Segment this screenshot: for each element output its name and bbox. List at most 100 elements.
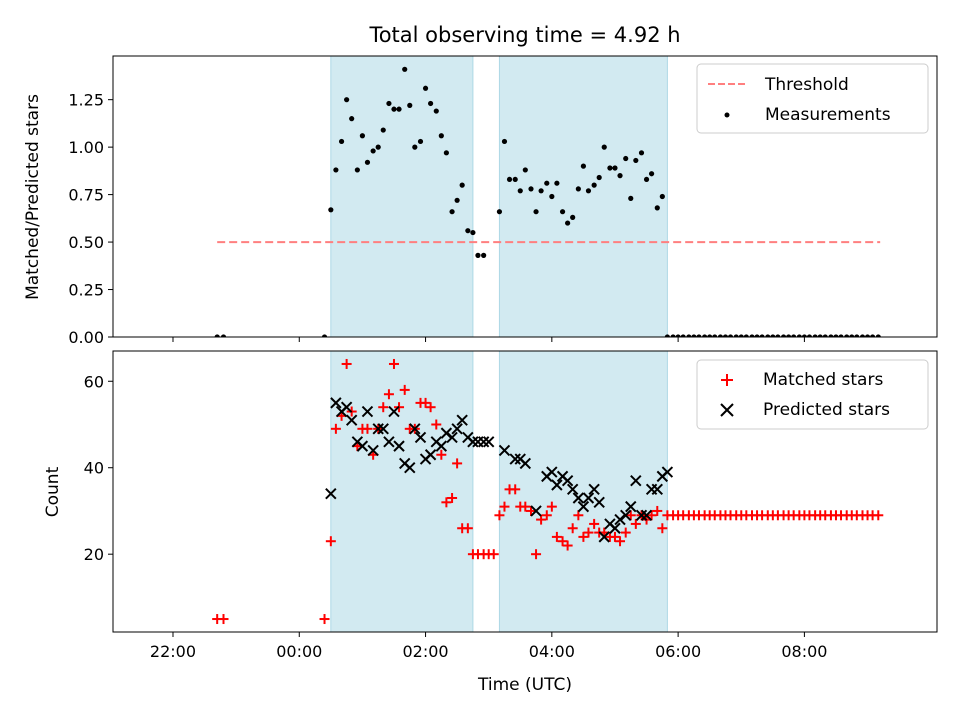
matched-star-point	[646, 510, 657, 521]
matched-star-point	[388, 358, 399, 369]
predicted-star-point	[661, 466, 674, 478]
measurement-point	[428, 100, 434, 107]
predicted-stars-series	[325, 397, 674, 543]
matched-star-point	[615, 536, 626, 547]
measurement-point	[214, 334, 220, 337]
measurement-point	[580, 163, 587, 169]
predicted-star-point	[577, 500, 590, 513]
matched-star-point	[873, 510, 884, 521]
y-tick-label: 1.00	[68, 138, 104, 157]
measurement-point	[443, 150, 449, 156]
measurement-point	[575, 186, 581, 192]
measurement-point	[380, 127, 386, 133]
predicted-star-stroke	[593, 496, 605, 509]
measurement-point	[765, 334, 771, 337]
predicted-star-point	[635, 509, 648, 521]
measurement-point	[528, 186, 534, 192]
predicted-star-stroke	[498, 444, 511, 457]
measurement-point	[375, 144, 381, 150]
predicted-star-point	[340, 401, 353, 413]
predicted-star-stroke	[388, 405, 400, 418]
predicted-star-stroke	[456, 414, 468, 426]
x-tick-label: 02:00	[402, 642, 448, 661]
predicted-star-stroke	[372, 423, 384, 435]
matched-star-point	[551, 531, 562, 542]
predicted-star-stroke	[446, 431, 458, 444]
predicted-star-stroke	[566, 483, 579, 496]
predicted-star-point	[435, 440, 448, 452]
matched-star-point	[425, 402, 436, 413]
predicted-star-stroke	[620, 509, 632, 521]
measurement-point	[727, 334, 734, 337]
predicted-star-point	[598, 531, 610, 543]
measurement-point	[338, 138, 345, 145]
measurement-point	[321, 334, 328, 337]
predicted-star-point	[609, 522, 621, 534]
predicted-star-point	[582, 492, 595, 504]
measurement-point	[454, 197, 460, 203]
measurement-point	[585, 188, 592, 194]
matched-star-point	[378, 402, 389, 413]
predicted-star-point	[330, 397, 342, 409]
matched-star-point	[436, 449, 447, 460]
x-tick-label: 00:00	[276, 642, 322, 661]
measurement-point	[333, 167, 339, 173]
measurement-point	[702, 334, 708, 337]
count-x-ticks: 22:00 00:00 02:00 04:00 06:00 08:00	[150, 632, 827, 661]
observing-intervals	[330, 55, 668, 338]
matched-star-point	[362, 423, 373, 434]
predicted-star-stroke	[414, 431, 427, 444]
predicted-star-stroke	[519, 457, 532, 470]
predicted-star-stroke	[572, 492, 585, 504]
predicted-star-stroke	[551, 479, 563, 491]
measurements-legend-marker	[724, 112, 730, 118]
predicted-star-point	[372, 423, 384, 435]
predicted-star-point	[630, 474, 642, 487]
predicted-star-stroke	[482, 436, 495, 448]
predicted-star-stroke	[477, 436, 490, 448]
matched-star-point	[589, 518, 600, 529]
predicted-star-point	[393, 440, 405, 452]
matched-star-point	[625, 510, 636, 521]
predicted-star-point	[519, 457, 532, 470]
observing-interval	[330, 55, 474, 338]
predicted-star-point	[572, 492, 585, 504]
predicted-star-stroke	[404, 462, 416, 474]
matched-star-point	[441, 497, 452, 508]
matched-star-point	[567, 523, 578, 534]
measurement-point	[617, 173, 623, 179]
count-y-axis-label: Count	[43, 466, 63, 517]
measurement-point	[686, 334, 692, 337]
measurement-point	[643, 176, 650, 183]
observing-intervals-bottom	[330, 350, 668, 633]
measurement-point	[596, 174, 602, 181]
measurement-point	[506, 176, 513, 183]
measurement-point	[501, 138, 508, 145]
measurement-point	[349, 116, 355, 122]
matched-star-point	[218, 614, 229, 625]
matched-star-point	[447, 492, 458, 503]
measurement-point	[864, 334, 871, 337]
measurement-point	[722, 334, 729, 337]
measurement-point	[859, 334, 866, 337]
x-tick-label: 22:00	[150, 642, 196, 661]
predicted-star-point	[367, 444, 379, 457]
measurement-point	[449, 209, 455, 215]
predicted-star-stroke	[640, 509, 653, 521]
matched-star-point	[630, 518, 641, 529]
measurement-point	[854, 334, 860, 337]
matched-star-point	[325, 536, 336, 547]
matched-star-point	[488, 549, 499, 560]
matched-star-point	[431, 419, 442, 430]
predicted-star-stroke	[546, 466, 558, 478]
measurement-point	[717, 334, 724, 337]
measurement-point	[754, 334, 760, 337]
predicted-star-stroke	[451, 423, 463, 435]
count-axes-frame	[112, 350, 938, 633]
predicted-star-point	[404, 462, 416, 474]
observing-interval	[330, 350, 474, 633]
matched-star-point	[562, 540, 573, 551]
predicted-star-stroke	[345, 414, 358, 426]
x-axis-label: Time (UTC)	[477, 675, 572, 695]
